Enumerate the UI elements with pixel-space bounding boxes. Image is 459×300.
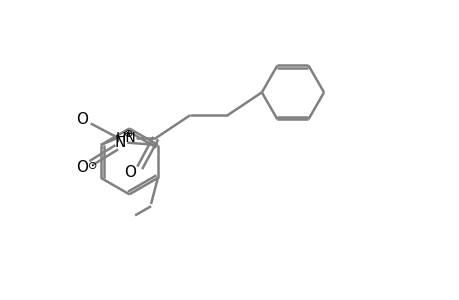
Text: ⊙: ⊙ [88,160,97,170]
Text: O: O [76,160,88,175]
Text: O: O [123,165,135,180]
Text: ⊕: ⊕ [124,128,133,139]
Text: N: N [114,135,126,150]
Text: O: O [76,112,88,127]
Text: HN: HN [115,131,136,145]
